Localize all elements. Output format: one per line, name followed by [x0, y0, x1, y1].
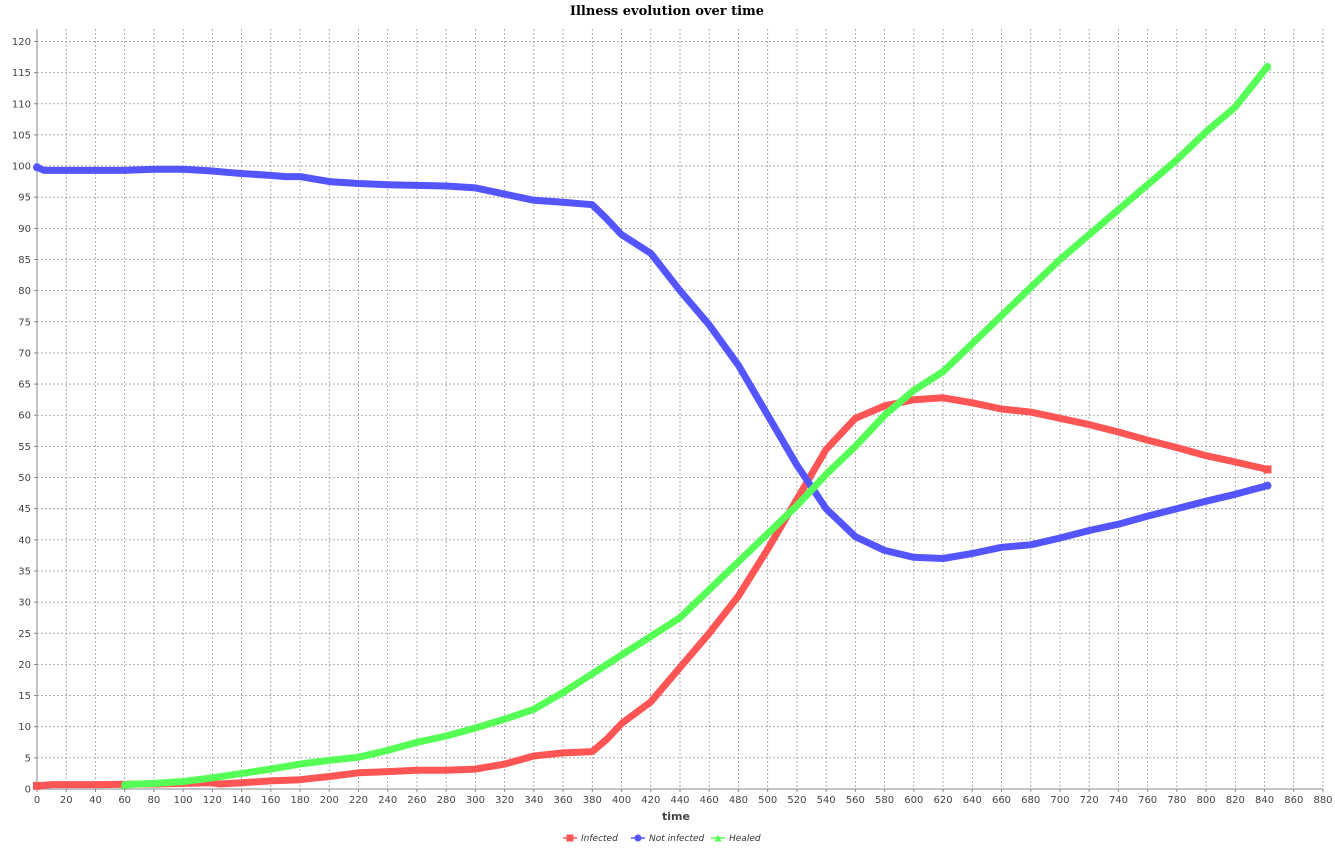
legend-marker-not-infected [634, 834, 642, 842]
y-tick-label: 0 [25, 785, 31, 796]
legend-item-infected: Infected [563, 834, 618, 844]
chart-title: Illness evolution over time [570, 4, 764, 19]
grid [37, 29, 1324, 789]
y-tick-label: 120 [12, 37, 31, 48]
x-tick-label: 340 [524, 795, 543, 806]
series-line-healed [121, 62, 1271, 789]
y-tick-label: 5 [25, 753, 31, 764]
x-tick-label: 300 [466, 795, 485, 806]
legend-label-not-infected: Not infected [649, 834, 705, 844]
legend-label-healed: Healed [729, 834, 761, 844]
series-not-infected [33, 163, 1272, 562]
legend-label-infected: Infected [581, 834, 618, 844]
x-tick-label: 680 [1021, 795, 1040, 806]
y-tick-label: 40 [18, 535, 31, 546]
legend-item-not-infected: Not infected [631, 834, 705, 844]
x-tick-label: 40 [89, 795, 102, 806]
y-tick-label: 20 [18, 660, 31, 671]
x-tick-label: 880 [1313, 795, 1332, 806]
y-tick-label: 60 [18, 411, 31, 422]
x-axis-ticks: 0 20 40 60 80 100 120 140 160 180 200 220 240 260 280 3… [34, 789, 1333, 806]
x-tick-label: 620 [933, 795, 952, 806]
x-tick-label: 600 [904, 795, 923, 806]
x-tick-label: 20 [60, 795, 73, 806]
y-tick-label: 105 [12, 130, 31, 141]
x-axis-label: time [662, 810, 690, 823]
x-tick-label: 140 [232, 795, 251, 806]
y-tick-label: 35 [18, 566, 31, 577]
x-tick-label: 0 [34, 795, 40, 806]
series-layer [33, 62, 1272, 790]
series-point-not-infected [1263, 481, 1272, 490]
y-tick-label: 15 [18, 691, 31, 702]
x-tick-label: 520 [787, 795, 806, 806]
x-tick-label: 100 [174, 795, 193, 806]
x-tick-label: 360 [554, 795, 573, 806]
x-tick-label: 580 [875, 795, 894, 806]
x-tick-label: 240 [378, 795, 397, 806]
y-tick-label: 30 [18, 598, 31, 609]
series-healed [120, 62, 1272, 789]
x-tick-label: 440 [670, 795, 689, 806]
x-tick-label: 780 [1167, 795, 1186, 806]
x-tick-label: 760 [1138, 795, 1157, 806]
x-tick-label: 320 [495, 795, 514, 806]
x-tick-label: 700 [1050, 795, 1069, 806]
y-tick-label: 25 [18, 629, 31, 640]
x-tick-label: 400 [612, 795, 631, 806]
x-tick-label: 540 [817, 795, 836, 806]
series-point-healed [120, 780, 129, 789]
y-tick-label: 65 [18, 380, 31, 391]
x-tick-label: 660 [992, 795, 1011, 806]
x-tick-label: 480 [729, 795, 748, 806]
series-line-not-infected [33, 163, 1271, 562]
y-tick-label: 55 [18, 442, 31, 453]
x-tick-label: 740 [1109, 795, 1128, 806]
y-tick-label: 110 [12, 99, 31, 110]
y-axis-ticks: 0 5 10 15 20 25 30 35 40 45 50 55 60 65 70 75 80 85 90 95 10… [12, 37, 37, 796]
y-tick-label: 115 [12, 68, 31, 79]
y-tick-label: 70 [18, 348, 31, 359]
x-tick-label: 220 [349, 795, 368, 806]
series-line-infected [33, 394, 1271, 790]
x-tick-label: 120 [203, 795, 222, 806]
y-tick-label: 50 [18, 473, 31, 484]
x-tick-label: 260 [407, 795, 426, 806]
y-tick-label: 90 [18, 224, 31, 235]
x-tick-label: 200 [320, 795, 339, 806]
y-tick-label: 95 [18, 193, 31, 204]
legend-marker-healed [714, 834, 722, 842]
x-tick-label: 640 [963, 795, 982, 806]
legend-item-healed: Healed [711, 834, 761, 844]
x-tick-label: 160 [261, 795, 280, 806]
legend: Infected Not infected Healed [563, 834, 761, 844]
x-tick-label: 80 [148, 795, 161, 806]
y-tick-label: 85 [18, 255, 31, 266]
y-tick-label: 45 [18, 504, 31, 515]
x-tick-label: 720 [1080, 795, 1099, 806]
x-tick-label: 280 [437, 795, 456, 806]
series-point-infected [33, 781, 41, 790]
x-tick-label: 500 [758, 795, 777, 806]
x-tick-label: 460 [700, 795, 719, 806]
y-tick-label: 80 [18, 286, 31, 297]
x-tick-label: 380 [583, 795, 602, 806]
series-point-not-infected [33, 163, 41, 172]
series-point-infected [1263, 465, 1272, 474]
x-tick-label: 860 [1284, 795, 1303, 806]
y-tick-label: 100 [12, 162, 31, 173]
x-tick-label: 60 [118, 795, 131, 806]
x-tick-label: 420 [641, 795, 660, 806]
x-tick-label: 800 [1197, 795, 1216, 806]
series-infected [33, 394, 1272, 790]
x-tick-label: 840 [1255, 795, 1274, 806]
x-tick-label: 820 [1226, 795, 1245, 806]
y-tick-label: 10 [18, 722, 31, 733]
x-tick-label: 180 [290, 795, 309, 806]
legend-marker-infected [566, 834, 574, 842]
series-point-healed [1263, 62, 1272, 71]
x-tick-label: 560 [846, 795, 865, 806]
y-tick-label: 75 [18, 317, 31, 328]
